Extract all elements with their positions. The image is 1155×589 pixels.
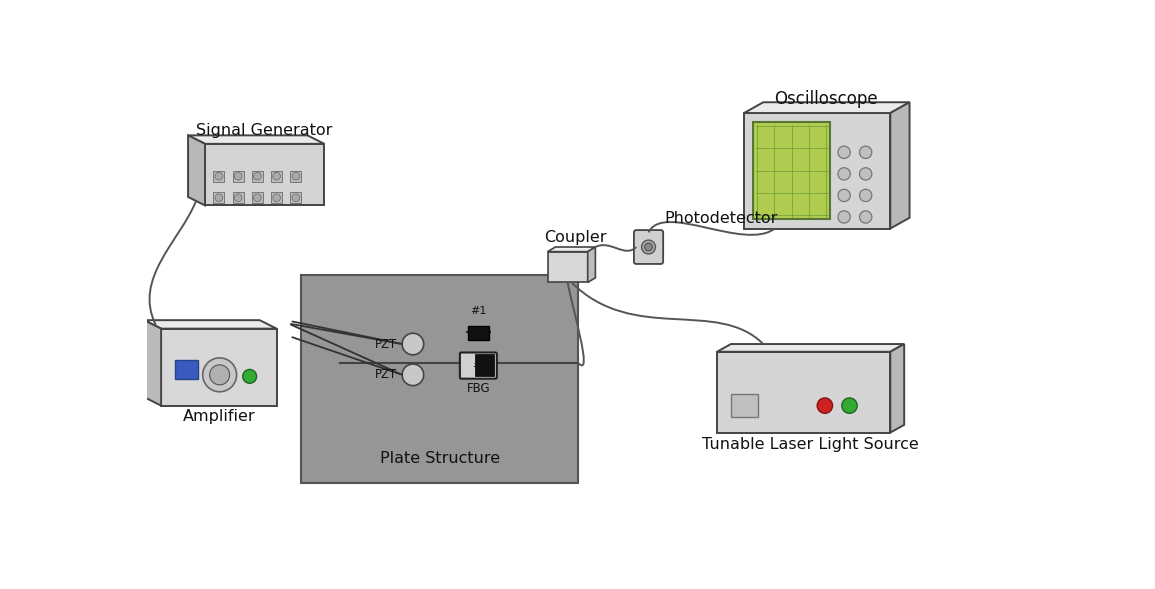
- Text: #2: #2: [472, 362, 489, 371]
- Bar: [176, 360, 199, 379]
- Text: #1: #1: [470, 306, 486, 316]
- Circle shape: [292, 173, 299, 180]
- Circle shape: [859, 211, 872, 223]
- Circle shape: [253, 194, 261, 201]
- Text: Coupler: Coupler: [544, 230, 606, 246]
- Bar: [290, 193, 301, 203]
- Bar: [271, 171, 282, 181]
- Polygon shape: [891, 344, 904, 432]
- Polygon shape: [744, 113, 891, 229]
- Polygon shape: [206, 144, 325, 206]
- Bar: [214, 171, 224, 181]
- Circle shape: [839, 189, 850, 201]
- Text: Photodetector: Photodetector: [664, 211, 778, 226]
- Text: PZT: PZT: [374, 337, 396, 350]
- Circle shape: [234, 194, 241, 201]
- Text: Tunable Laser Light Source: Tunable Laser Light Source: [702, 437, 918, 452]
- Polygon shape: [717, 352, 891, 432]
- Circle shape: [215, 173, 223, 180]
- Circle shape: [642, 240, 655, 254]
- Circle shape: [644, 243, 653, 251]
- Polygon shape: [717, 344, 904, 352]
- Text: Oscilloscope: Oscilloscope: [775, 90, 878, 108]
- Circle shape: [234, 173, 241, 180]
- Circle shape: [402, 333, 424, 355]
- Polygon shape: [891, 102, 910, 229]
- Polygon shape: [161, 329, 276, 406]
- Circle shape: [273, 194, 281, 201]
- Circle shape: [203, 358, 237, 392]
- Text: Signal Generator: Signal Generator: [196, 123, 333, 138]
- Circle shape: [292, 194, 299, 201]
- Polygon shape: [744, 102, 910, 113]
- Circle shape: [817, 398, 833, 413]
- Bar: [271, 193, 282, 203]
- Bar: [476, 354, 494, 376]
- FancyBboxPatch shape: [634, 230, 663, 264]
- Bar: [232, 171, 244, 181]
- Bar: [252, 193, 262, 203]
- Circle shape: [839, 168, 850, 180]
- Bar: [731, 394, 758, 417]
- Circle shape: [842, 398, 857, 413]
- FancyBboxPatch shape: [460, 352, 497, 379]
- Text: Amplifier: Amplifier: [182, 409, 255, 425]
- Circle shape: [859, 146, 872, 158]
- Circle shape: [273, 173, 281, 180]
- Bar: [214, 193, 224, 203]
- Bar: [290, 171, 301, 181]
- Circle shape: [402, 364, 424, 386]
- Circle shape: [859, 189, 872, 201]
- Polygon shape: [144, 320, 276, 329]
- Bar: [232, 193, 244, 203]
- Polygon shape: [588, 247, 596, 283]
- Bar: [252, 171, 262, 181]
- Circle shape: [839, 211, 850, 223]
- Circle shape: [210, 365, 230, 385]
- Text: PZT: PZT: [374, 368, 396, 381]
- Circle shape: [859, 168, 872, 180]
- Polygon shape: [547, 247, 596, 252]
- Polygon shape: [188, 135, 325, 144]
- Circle shape: [839, 146, 850, 158]
- Bar: [468, 326, 489, 340]
- Polygon shape: [144, 320, 161, 406]
- Bar: [301, 274, 579, 482]
- Polygon shape: [188, 135, 206, 206]
- Bar: [753, 123, 830, 219]
- Text: Plate Structure: Plate Structure: [380, 451, 500, 466]
- Circle shape: [253, 173, 261, 180]
- Text: FBG: FBG: [467, 382, 490, 395]
- Circle shape: [243, 369, 256, 383]
- Polygon shape: [547, 252, 588, 283]
- Circle shape: [215, 194, 223, 201]
